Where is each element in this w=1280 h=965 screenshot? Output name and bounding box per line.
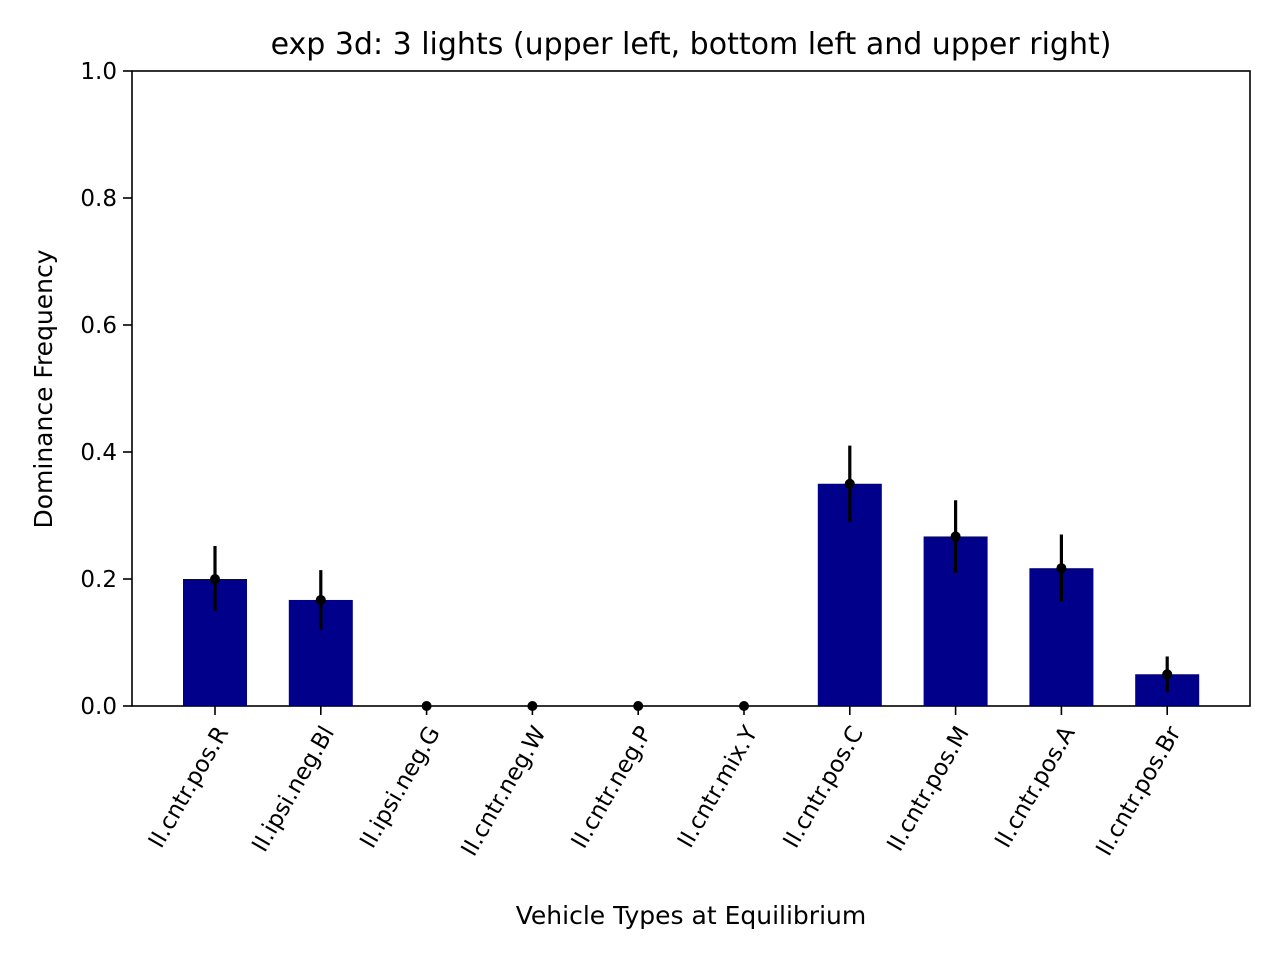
mean-marker bbox=[210, 574, 220, 584]
y-tick-label: 0.4 bbox=[80, 440, 117, 466]
mean-marker bbox=[950, 531, 961, 542]
chart-title: exp 3d: 3 lights (upper left, bottom lef… bbox=[271, 27, 1112, 62]
errorbars-layer bbox=[210, 445, 1173, 711]
mean-marker bbox=[1162, 669, 1173, 680]
mean-marker bbox=[1056, 563, 1067, 574]
plot-area-frame bbox=[131, 70, 1251, 707]
x-axis-label: Vehicle Types at Equilibrium bbox=[516, 901, 866, 930]
y-axis-label: Dominance Frequency bbox=[29, 249, 58, 528]
y-tick-label: 0.8 bbox=[80, 186, 117, 212]
y-tick-label: 0.6 bbox=[80, 313, 117, 339]
y-tick-label: 0.0 bbox=[80, 694, 117, 720]
y-tick-label: 1.0 bbox=[80, 59, 117, 85]
y-axis-ticks: 0.0 0.2 0.4 0.6 0.8 1.0 bbox=[80, 59, 132, 720]
mean-marker bbox=[315, 594, 326, 605]
y-tick-label: 0.2 bbox=[80, 567, 117, 593]
mean-marker bbox=[844, 478, 855, 489]
